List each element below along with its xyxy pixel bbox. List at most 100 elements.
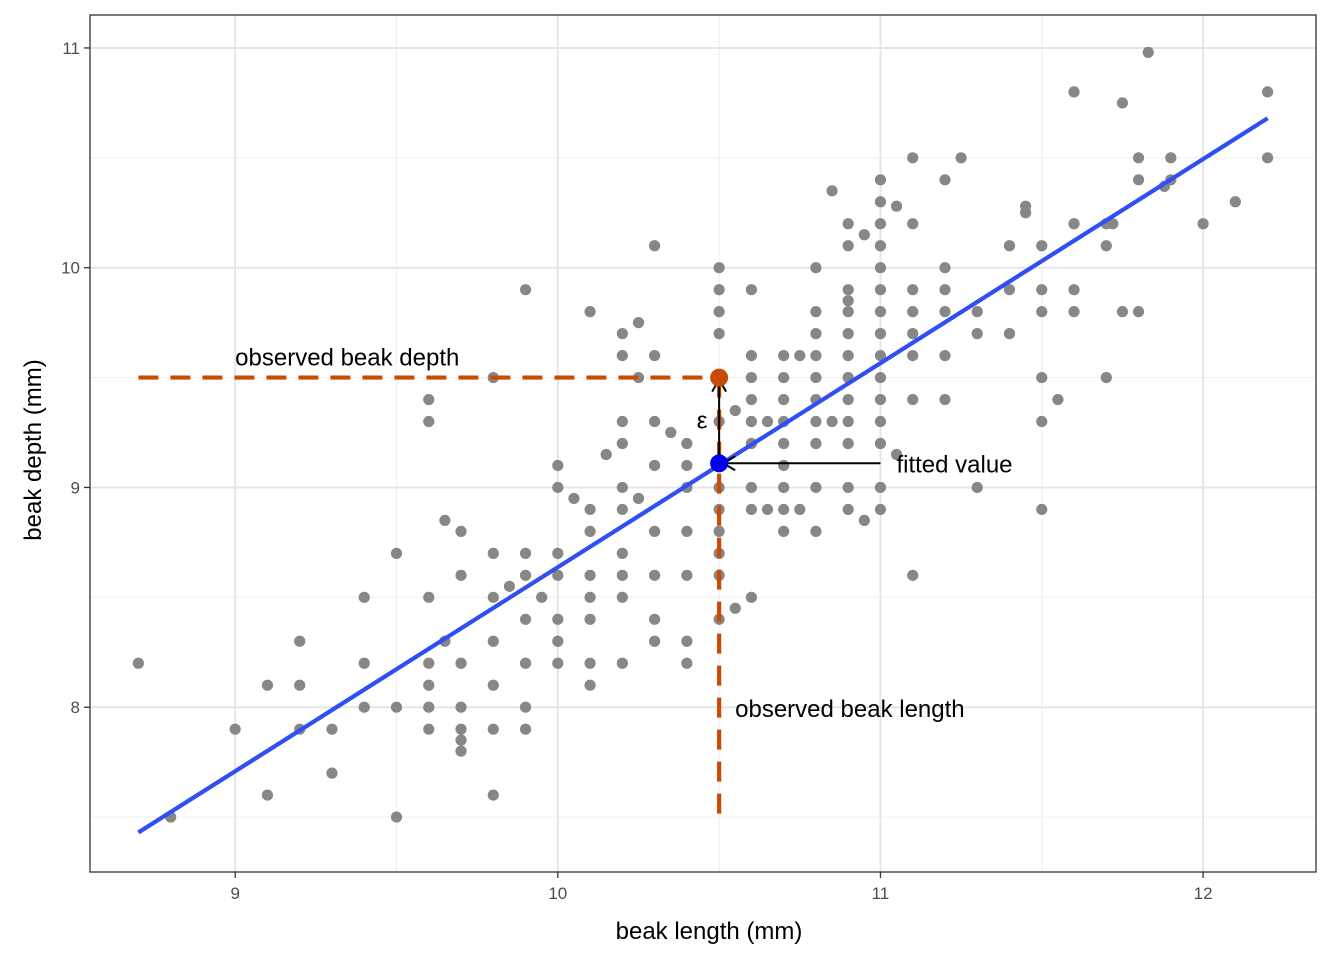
data-point	[536, 591, 548, 603]
data-point	[874, 328, 887, 340]
data-point	[616, 503, 628, 516]
data-point	[1262, 152, 1274, 164]
x-tick-label: 11	[872, 884, 890, 903]
data-point	[519, 569, 532, 581]
data-point	[907, 152, 919, 164]
data-point	[632, 317, 645, 329]
data-point	[842, 295, 854, 307]
data-point	[584, 657, 596, 669]
y-tick-label: 8	[71, 698, 80, 717]
fitted-value-label: fitted value	[896, 451, 1012, 478]
x-tick-label: 12	[1194, 884, 1213, 903]
data-point	[761, 415, 774, 428]
data-point	[519, 701, 532, 713]
data-point	[584, 591, 596, 603]
data-point	[552, 569, 564, 581]
data-point	[487, 789, 499, 801]
data-point	[939, 306, 951, 318]
data-point	[423, 679, 435, 691]
fitted-point	[710, 454, 729, 473]
data-point	[1132, 174, 1145, 186]
data-point	[939, 284, 951, 296]
data-point	[358, 591, 370, 603]
y-tick-label: 9	[71, 478, 80, 497]
data-point	[1003, 240, 1016, 252]
data-point	[487, 723, 499, 735]
data-point	[390, 547, 403, 559]
data-point	[487, 679, 499, 691]
data-point	[519, 547, 532, 559]
data-point	[423, 591, 435, 603]
data-point	[971, 328, 983, 340]
data-point	[907, 350, 919, 362]
data-point	[455, 657, 467, 669]
data-point	[519, 723, 532, 735]
data-point	[842, 328, 854, 340]
data-point	[810, 350, 822, 362]
plot-border	[89, 14, 1317, 873]
data-point	[939, 350, 951, 362]
data-point	[826, 185, 838, 197]
data-point	[842, 393, 854, 406]
data-point	[907, 218, 919, 230]
data-point	[649, 459, 661, 472]
data-point	[729, 602, 741, 614]
data-point	[745, 481, 757, 494]
data-point	[729, 404, 741, 417]
data-point	[1003, 284, 1016, 296]
data-point	[745, 350, 757, 362]
data-point	[778, 481, 790, 494]
data-point	[778, 459, 790, 472]
data-point	[649, 525, 661, 537]
data-point	[810, 437, 822, 450]
data-point	[874, 371, 887, 384]
data-point	[778, 437, 790, 450]
data-point	[681, 437, 693, 450]
data-point	[842, 481, 854, 494]
data-point	[649, 613, 661, 625]
data-point	[874, 350, 887, 362]
data-point	[487, 547, 499, 559]
data-point	[842, 218, 854, 230]
data-point	[390, 701, 403, 713]
data-point	[423, 657, 435, 669]
data-point	[1229, 196, 1241, 208]
data-point	[390, 811, 403, 823]
data-point	[1107, 218, 1119, 230]
data-point	[907, 569, 919, 581]
data-point	[1036, 371, 1048, 384]
data-point	[858, 514, 870, 527]
data-point	[971, 481, 983, 494]
data-point	[907, 328, 919, 340]
data-point	[858, 229, 870, 241]
data-point	[1068, 218, 1080, 230]
data-point	[552, 547, 564, 559]
y-tick-label: 10	[61, 259, 80, 278]
data-point	[1116, 306, 1129, 318]
data-point	[842, 284, 854, 296]
data-point	[584, 503, 596, 516]
data-point	[778, 525, 790, 537]
data-point	[455, 723, 467, 735]
data-point	[890, 448, 903, 461]
data-point	[874, 306, 887, 318]
data-point	[616, 569, 628, 581]
data-point	[1036, 240, 1048, 252]
data-point	[778, 371, 790, 384]
data-point	[665, 426, 677, 439]
data-point	[761, 503, 774, 516]
data-point	[1020, 207, 1032, 219]
data-point	[649, 635, 661, 647]
x-tick-label: 9	[230, 884, 239, 903]
data-point	[616, 591, 628, 603]
data-point	[1068, 86, 1080, 98]
data-point	[810, 525, 822, 537]
data-point	[874, 503, 887, 516]
data-point	[874, 284, 887, 296]
data-point	[713, 525, 725, 537]
data-point	[632, 492, 645, 505]
data-point	[229, 723, 241, 735]
data-point	[326, 723, 338, 735]
data-point	[794, 503, 806, 516]
